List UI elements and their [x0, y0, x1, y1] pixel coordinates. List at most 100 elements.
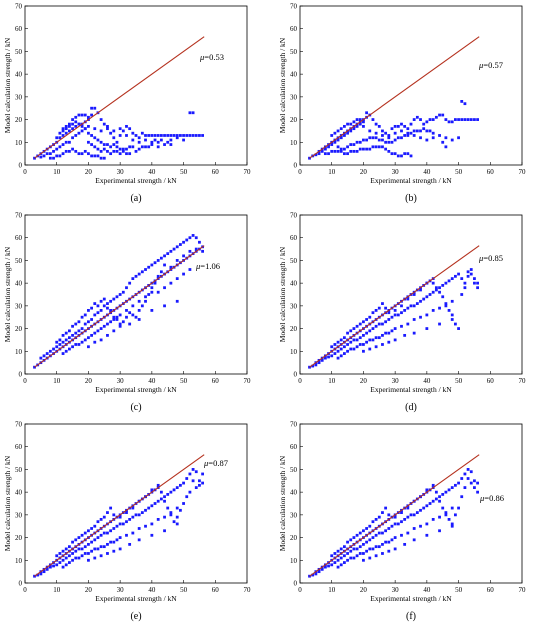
- scatter-point: [144, 134, 147, 137]
- scatter-panel-a: 0 10 20 30 40 50 60 70 0 10 20 30 40 50 60 70 Experiment…: [3, 3, 251, 205]
- scatter-point: [48, 156, 52, 160]
- scatter-point: [438, 290, 441, 294]
- scatter-point: [102, 324, 106, 328]
- scatter-point: [140, 511, 144, 514]
- reference-line: [309, 245, 480, 368]
- scatter-point: [58, 154, 62, 158]
- panel-label: (b): [405, 193, 417, 204]
- scatter-point: [349, 122, 353, 126]
- scatter-point: [64, 556, 68, 560]
- scatter-point: [381, 343, 384, 346]
- scatter-point: [112, 315, 116, 319]
- scatter-point: [314, 572, 318, 576]
- scatter-point: [77, 536, 81, 539]
- scatter-point: [431, 118, 435, 121]
- scatter-point: [93, 340, 97, 344]
- scatter-point: [352, 536, 356, 539]
- x-tick-label: 60: [487, 586, 495, 594]
- y-tick-label: 60: [290, 443, 298, 451]
- scatter-point: [412, 527, 416, 530]
- scatter-point: [339, 149, 343, 153]
- scatter-panel-c: 0 10 20 30 40 50 60 70 0 10 20 30 40 50 60 70 Experiment…: [3, 212, 251, 414]
- scatter-point: [182, 138, 185, 142]
- scatter-point: [473, 277, 476, 280]
- scatter-point: [393, 327, 397, 330]
- scatter-point: [90, 113, 93, 117]
- x-tick-label: 10: [328, 377, 336, 385]
- scatter-point: [438, 515, 441, 519]
- scatter-point: [317, 570, 321, 574]
- scatter-point: [308, 156, 311, 160]
- scatter-point: [106, 542, 109, 546]
- x-tick-label: 60: [212, 377, 220, 385]
- scatter-point: [371, 311, 375, 315]
- scatter-point: [403, 333, 407, 337]
- scatter-point: [419, 315, 422, 319]
- scatter-point: [80, 533, 84, 537]
- scatter-point: [447, 518, 451, 521]
- scatter-point: [74, 120, 78, 124]
- scatter-point: [55, 136, 59, 140]
- scatter-point: [172, 520, 176, 524]
- scatter-point: [99, 518, 103, 521]
- scatter-point: [352, 143, 356, 146]
- scatter-point: [330, 134, 334, 137]
- scatter-point: [454, 118, 457, 121]
- scatter-point: [125, 315, 128, 319]
- scatter-point: [169, 249, 173, 253]
- y-tick-label: 60: [15, 443, 23, 451]
- scatter-point: [150, 286, 154, 290]
- scatter-point: [99, 299, 103, 303]
- scatter-point: [64, 124, 68, 128]
- scatter-point: [368, 147, 372, 151]
- scatter-point: [362, 558, 365, 562]
- scatter-point: [444, 304, 448, 308]
- scatter-point: [450, 120, 454, 124]
- scatter-point: [109, 299, 113, 303]
- scatter-points: [33, 234, 204, 369]
- scatter-point: [74, 538, 78, 542]
- scatter-point: [358, 343, 362, 346]
- scatter-point: [346, 558, 349, 562]
- scatter-point: [406, 506, 410, 510]
- scatter-point: [137, 513, 141, 517]
- scatter-point: [339, 338, 343, 342]
- scatter-point: [150, 263, 154, 267]
- y-tick-label: 40: [290, 71, 298, 79]
- plot-frame: [24, 5, 248, 166]
- scatter-point: [179, 508, 182, 512]
- scatter-point: [444, 490, 448, 494]
- scatter-point: [365, 138, 368, 142]
- scatter-point: [80, 113, 84, 117]
- scatter-point: [52, 564, 55, 568]
- scatter-point: [323, 147, 327, 151]
- scatter-point: [68, 329, 71, 333]
- scatter-point: [118, 127, 122, 131]
- scatter-point: [64, 127, 68, 131]
- scatter-point: [441, 295, 445, 299]
- scatter-point: [93, 145, 97, 149]
- scatter-point: [90, 306, 93, 310]
- scatter-point: [409, 122, 413, 126]
- scatter-point: [125, 152, 128, 156]
- scatter-point: [163, 286, 166, 290]
- scatter-point: [469, 118, 473, 121]
- scatter-point: [349, 143, 353, 146]
- scatter-point: [434, 286, 438, 290]
- scatter-point: [99, 338, 103, 342]
- scatter-point: [99, 129, 103, 133]
- y-tick-label: 40: [15, 489, 23, 497]
- scatter-point: [90, 143, 93, 146]
- scatter-point: [346, 349, 349, 353]
- scatter-point: [374, 145, 378, 149]
- scatter-point: [387, 513, 391, 517]
- scatter-point: [358, 531, 362, 535]
- scatter-point: [333, 140, 337, 144]
- y-tick-label: 0: [19, 162, 23, 170]
- scatter-point: [381, 531, 384, 535]
- scatter-point: [476, 286, 479, 290]
- scatter-point: [428, 293, 432, 296]
- scatter-point: [118, 134, 122, 137]
- scatter-point: [431, 309, 435, 312]
- scatter-point: [393, 515, 397, 519]
